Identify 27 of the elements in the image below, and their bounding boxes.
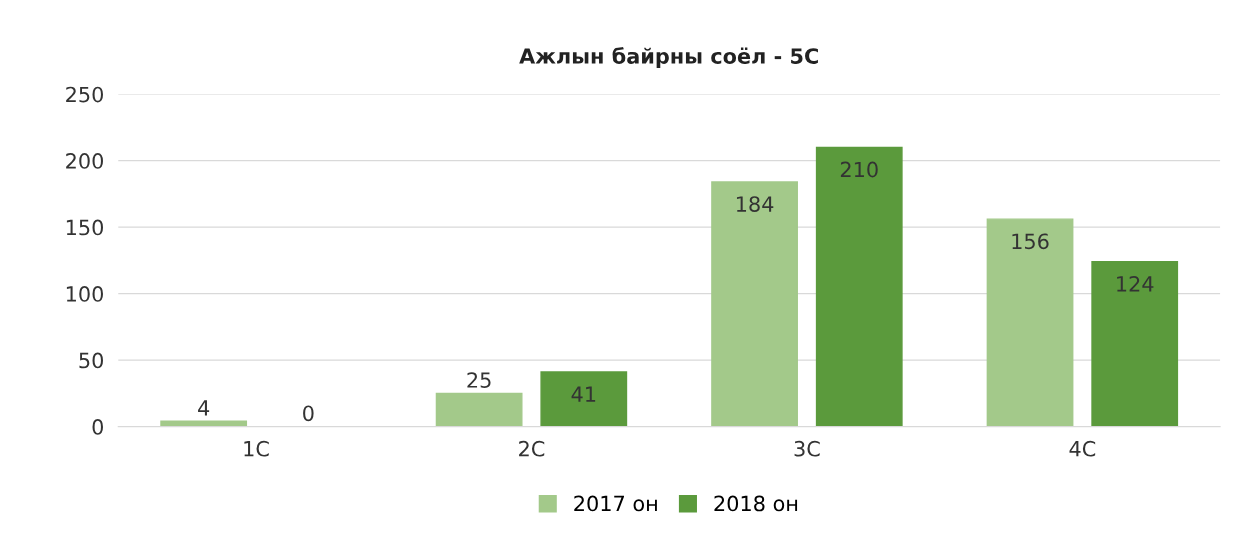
y-tick-label: 0 bbox=[92, 419, 103, 435]
data-label: 124 bbox=[1117, 275, 1154, 292]
x-tick-label: 1С bbox=[244, 440, 269, 457]
legend-label: 2018 он bbox=[714, 495, 798, 512]
chart-title: Ажлын байрны соёл - 5С bbox=[519, 47, 818, 68]
y-tick-label: 100 bbox=[66, 286, 103, 302]
y-tick-label: 50 bbox=[79, 352, 103, 369]
data-label: 4 bbox=[198, 400, 210, 416]
x-tick-label: 4С bbox=[1069, 440, 1096, 457]
bar bbox=[711, 181, 798, 427]
bar bbox=[435, 392, 523, 427]
data-label: 156 bbox=[1012, 233, 1049, 250]
legend-label: 2017 он bbox=[574, 495, 657, 512]
bar bbox=[1091, 261, 1179, 427]
data-label: 41 bbox=[571, 386, 596, 402]
x-tick-label: 3С bbox=[794, 440, 820, 457]
bar bbox=[540, 371, 628, 427]
y-tick-label: 250 bbox=[66, 86, 103, 103]
data-label: 210 bbox=[840, 161, 878, 178]
x-tick-label: 2С bbox=[519, 440, 545, 457]
data-label: 25 bbox=[467, 372, 491, 388]
data-label: 0 bbox=[303, 405, 314, 422]
data-label: 184 bbox=[736, 196, 774, 212]
y-tick-label: 150 bbox=[66, 219, 103, 236]
bar bbox=[815, 146, 903, 427]
y-tick-label: 200 bbox=[66, 153, 103, 169]
bar bbox=[986, 218, 1074, 427]
